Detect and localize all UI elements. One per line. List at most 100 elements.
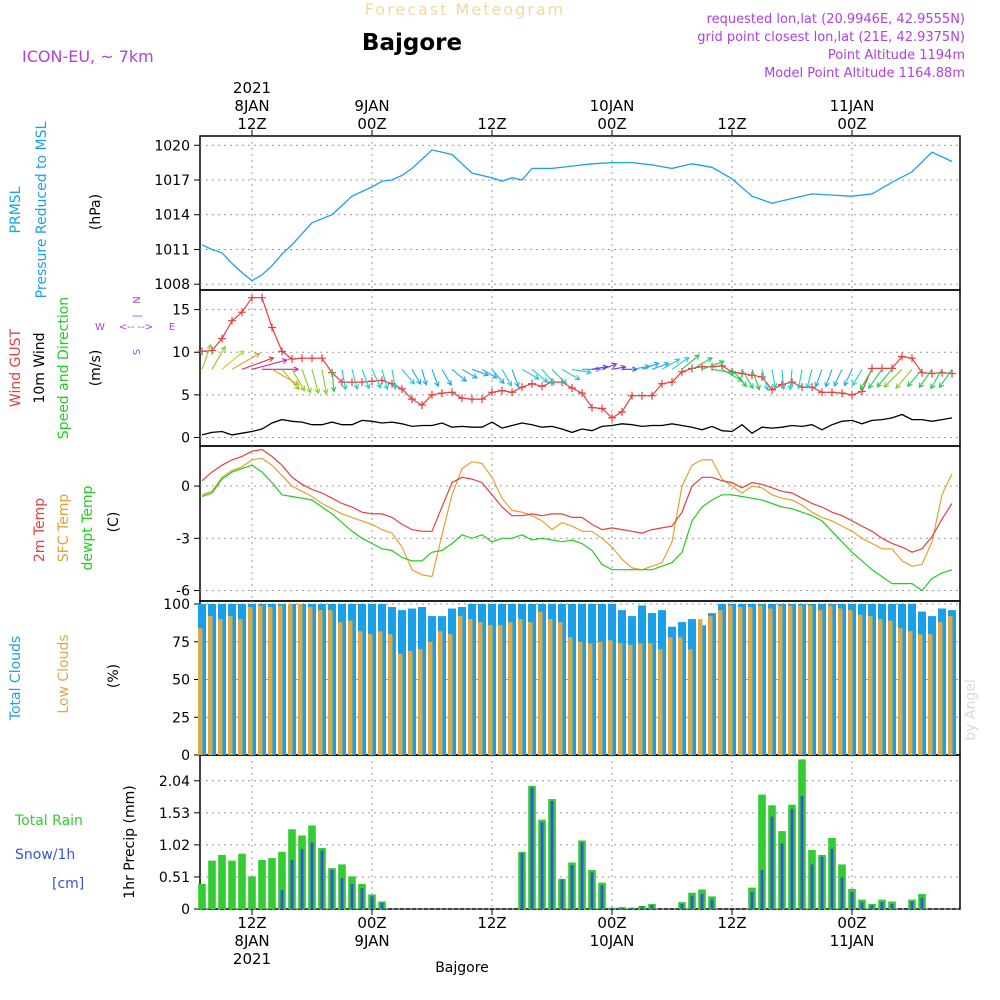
wind-arrow bbox=[351, 369, 360, 391]
low-cloud-bar bbox=[878, 619, 883, 755]
low-cloud-bar bbox=[738, 607, 743, 755]
wind-gust-marker bbox=[768, 385, 776, 394]
low-cloud-bar bbox=[788, 605, 793, 755]
low-cloud-bar bbox=[348, 620, 353, 755]
snow-bar bbox=[890, 904, 894, 909]
wind-arrow bbox=[241, 356, 275, 370]
low-cloud-bar bbox=[398, 653, 403, 755]
wind-gust-marker bbox=[868, 364, 876, 373]
snow-bar bbox=[550, 800, 554, 909]
wind-arrow bbox=[814, 369, 823, 388]
wind-gust-marker bbox=[428, 390, 436, 399]
snow-bar bbox=[330, 870, 334, 909]
rain-bar bbox=[228, 860, 236, 909]
temp-sfc-label: SFC Temp bbox=[56, 494, 72, 563]
time-label-bottom: 10JAN bbox=[590, 932, 635, 950]
wind-arrow bbox=[411, 369, 422, 386]
snow-bar bbox=[600, 885, 604, 909]
pressure-label-2: Pressure Reduced to MSL bbox=[34, 121, 50, 298]
wind-ytick-label: 5 bbox=[181, 388, 190, 404]
clouds-ytick-label: 100 bbox=[163, 597, 190, 613]
low-cloud-bar bbox=[548, 619, 553, 755]
low-cloud-bar bbox=[758, 605, 763, 755]
wind-arrow bbox=[511, 369, 520, 388]
pressure-ytick-label: 1008 bbox=[154, 277, 190, 293]
wind-ytick-label: 0 bbox=[181, 430, 190, 446]
sfc-temp-line bbox=[201, 457, 953, 578]
rain-bar bbox=[258, 860, 266, 909]
snow-bar bbox=[630, 907, 634, 909]
low-cloud-bar bbox=[888, 620, 893, 755]
low-cloud-bar bbox=[668, 637, 673, 755]
snow-bar bbox=[750, 892, 754, 909]
wind-arrow bbox=[330, 369, 337, 393]
snow-bar bbox=[780, 843, 784, 909]
wind-arrow bbox=[571, 368, 593, 375]
wind-gust-marker bbox=[878, 364, 886, 373]
precip-bars bbox=[198, 759, 926, 909]
wind-gust-marker bbox=[788, 378, 796, 387]
wind-gust-marker bbox=[888, 364, 896, 373]
clouds-ytick-label: 75 bbox=[172, 635, 190, 651]
low-cloud-bar bbox=[608, 640, 613, 755]
wind-gust-marker bbox=[818, 388, 826, 397]
wind-arrow bbox=[661, 358, 681, 370]
pressure-ytick-label: 1014 bbox=[154, 208, 190, 224]
low-cloud-bar bbox=[368, 634, 373, 755]
wind-arrow bbox=[551, 368, 568, 385]
wind-gust-marker bbox=[638, 391, 646, 400]
wind-arrow bbox=[852, 369, 863, 387]
clouds-ytick-label: 25 bbox=[172, 710, 190, 726]
snow-bar bbox=[350, 883, 354, 909]
time-label-bottom: 9JAN bbox=[354, 932, 389, 950]
low-cloud-bar bbox=[198, 628, 203, 755]
low-cloud-bar bbox=[308, 607, 313, 755]
precip-ytick-label: 2.04 bbox=[159, 774, 190, 790]
wind-arrow bbox=[701, 360, 725, 370]
wind-arrow bbox=[321, 369, 329, 395]
wind-arrow bbox=[741, 369, 754, 390]
wind-gust-marker bbox=[268, 323, 276, 332]
wind-arrow bbox=[843, 369, 853, 387]
wind-gust-marker bbox=[348, 378, 356, 387]
low-cloud-bar bbox=[488, 625, 493, 755]
low-cloud-bar bbox=[628, 644, 633, 755]
wind-arrow bbox=[582, 366, 602, 373]
low-cloud-bar bbox=[918, 634, 923, 755]
wind-gust-marker bbox=[258, 293, 266, 302]
temp-ytick-label: -3 bbox=[176, 531, 190, 547]
low-cloud-bar bbox=[588, 643, 593, 755]
snow-bar bbox=[700, 893, 704, 909]
low-cloud-bar bbox=[908, 631, 913, 755]
wind-arrow bbox=[895, 368, 913, 390]
wind-gust-label: Wind GUST bbox=[8, 328, 24, 407]
low-cloud-bar bbox=[528, 622, 533, 755]
low-cloud-bar bbox=[278, 605, 283, 755]
low-cloud-bar bbox=[448, 634, 453, 755]
low-cloud-bar bbox=[248, 607, 253, 755]
wind-dir-label: Speed and Direction bbox=[56, 297, 72, 439]
wind-arrow bbox=[918, 368, 933, 389]
model-point-altitude: Model Point Altitude 1164.88m bbox=[764, 66, 965, 81]
wind-arrow bbox=[311, 369, 321, 395]
wind-arrow bbox=[361, 369, 371, 390]
snow-bar bbox=[610, 907, 614, 909]
time-label-bottom: 12Z bbox=[717, 914, 746, 932]
wind-gust-marker bbox=[658, 379, 666, 388]
precip-labels: Total Rain Snow/1h [cm] 1hr Precip (mm) bbox=[14, 785, 138, 898]
wind-arrow bbox=[796, 369, 803, 390]
wind-direction-arrows bbox=[201, 343, 953, 395]
wind-arrow bbox=[780, 369, 787, 391]
low-cloud-bar bbox=[928, 634, 933, 755]
wind-ytick-label: 15 bbox=[172, 303, 190, 319]
wind-gust-marker bbox=[648, 391, 656, 400]
low-cloud-bar bbox=[258, 605, 263, 755]
wind-arrow bbox=[938, 368, 953, 389]
rain-bar bbox=[238, 853, 246, 909]
rain-bar bbox=[208, 860, 216, 909]
clouds-ytick-label: 0 bbox=[181, 748, 190, 764]
snow-bar bbox=[320, 850, 324, 909]
wind-arrow bbox=[651, 361, 670, 370]
low-cloud-bar bbox=[438, 631, 443, 755]
compass-we-bar: <-- --> bbox=[119, 322, 153, 333]
